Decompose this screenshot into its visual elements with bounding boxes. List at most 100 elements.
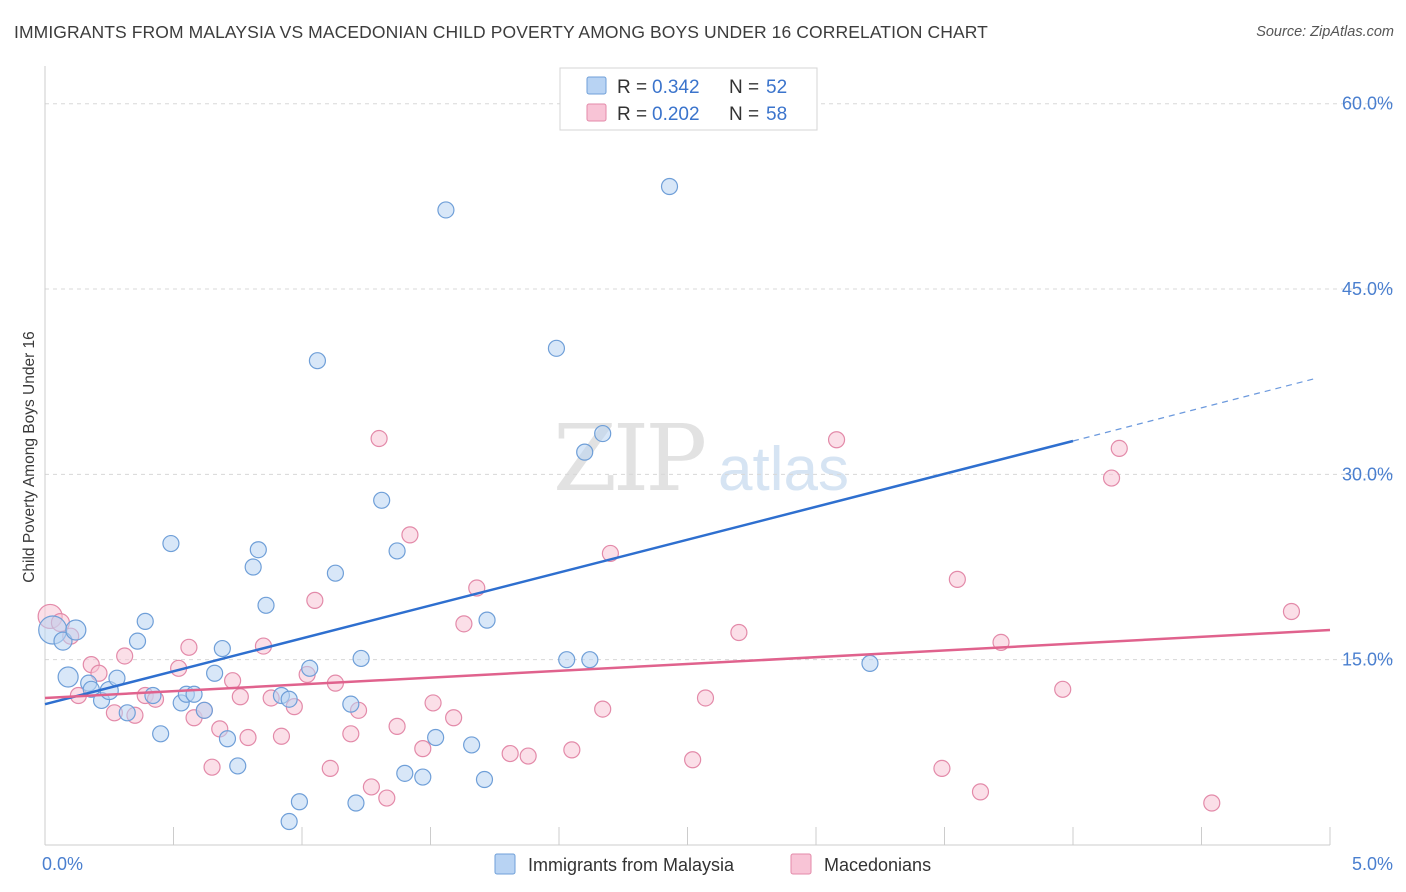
point-macedonian [239, 728, 257, 747]
point-malaysia [352, 649, 370, 668]
point-malaysia [594, 424, 612, 443]
legend-n-value-2: 58 [766, 104, 787, 125]
legend-swatch-pink [586, 103, 607, 122]
point-malaysia [195, 701, 213, 719]
point-malaysia [128, 632, 147, 650]
point-malaysia [65, 619, 87, 641]
point-macedonian [414, 740, 432, 758]
legend-r-value-1: 0.342 [652, 77, 700, 98]
point-malaysia [249, 541, 267, 559]
point-malaysia [152, 725, 170, 743]
point-macedonian [519, 747, 537, 765]
legend-r-label-1: R = [617, 77, 647, 98]
point-malaysia [206, 664, 224, 682]
source-label: Source: ZipAtlas.com [1256, 24, 1394, 40]
trend-line-pink [44, 628, 1331, 700]
point-malaysia [280, 812, 298, 831]
point-macedonian [388, 717, 406, 735]
trend-lines [44, 377, 1331, 706]
legend-n-label-2: N = [729, 104, 759, 125]
point-macedonian [563, 741, 581, 759]
point-malaysia [218, 730, 237, 748]
point-malaysia [414, 768, 432, 786]
point-malaysia [558, 651, 576, 669]
point-macedonian [203, 758, 221, 776]
trend-extension-blue [1072, 377, 1318, 442]
point-macedonian [378, 789, 396, 807]
series-immigrants-from-malaysia [38, 177, 879, 831]
point-malaysia [475, 770, 494, 789]
point-macedonian [594, 700, 612, 718]
point-malaysia [118, 704, 136, 722]
legend-n-value-1: 52 [766, 77, 787, 98]
y-axis-label: Child Poverty Among Boys Under 16 [21, 331, 38, 583]
point-macedonian [306, 591, 324, 609]
point-macedonian [1282, 602, 1301, 621]
y-tick-label: 60.0% [1342, 94, 1393, 114]
point-malaysia [478, 611, 496, 629]
point-malaysia [53, 631, 73, 651]
point-malaysia [396, 764, 414, 782]
point-macedonian [1102, 469, 1121, 487]
point-macedonian [684, 751, 702, 769]
point-malaysia [347, 794, 365, 812]
watermark-zip: ZIP [553, 405, 704, 512]
tick-labels: 15.0% 30.0% 45.0% 60.0% 0.0% 5.0% [42, 94, 1393, 874]
point-macedonian [501, 744, 519, 763]
bottom-legend-label-pink: Macedonians [824, 855, 931, 875]
point-macedonian [933, 759, 951, 778]
point-malaysia [57, 666, 79, 688]
point-macedonian [224, 672, 242, 690]
point-malaysia [280, 690, 298, 708]
point-malaysia [437, 201, 455, 219]
point-macedonian [362, 778, 380, 796]
axes [44, 66, 1331, 846]
gridlines [45, 103, 1393, 661]
point-malaysia [427, 728, 445, 747]
point-malaysia [547, 339, 566, 357]
x-tick-label: 5.0% [1352, 854, 1393, 874]
stats-legend: R = 0.342 N = 52 R = 0.202 N = 58 [559, 67, 818, 131]
legend-r-value-2: 0.202 [652, 104, 700, 125]
point-macedonian [1054, 680, 1072, 698]
point-malaysia [290, 793, 309, 811]
point-malaysia [257, 596, 275, 614]
y-tick-label: 45.0% [1342, 279, 1393, 299]
point-malaysia [660, 177, 679, 196]
point-macedonian [1110, 439, 1128, 458]
point-macedonian [180, 638, 198, 656]
bottom-legend-swatch-blue [494, 853, 516, 875]
point-macedonian [971, 783, 990, 801]
watermark-atlas: atlas [718, 435, 849, 504]
y-tick-label: 30.0% [1342, 464, 1393, 484]
point-macedonian [116, 647, 134, 665]
y-tick-label: 15.0% [1342, 650, 1393, 670]
point-malaysia [373, 491, 391, 509]
point-macedonian [321, 759, 339, 778]
point-macedonian [401, 526, 419, 544]
legend-r-label-2: R = [617, 104, 647, 125]
point-macedonian [696, 689, 715, 707]
point-malaysia [581, 651, 599, 669]
point-malaysia [136, 612, 154, 630]
point-macedonian [342, 725, 360, 743]
point-malaysia [144, 686, 162, 705]
point-macedonian [730, 623, 748, 642]
point-macedonian [827, 431, 846, 449]
legend-swatch-blue [586, 76, 607, 95]
bottom-legend-swatch-pink [790, 853, 812, 875]
point-malaysia [388, 542, 406, 560]
point-macedonian [272, 727, 291, 745]
point-malaysia [301, 659, 319, 677]
trend-line-blue [44, 439, 1074, 706]
point-macedonian [445, 709, 463, 727]
point-macedonian [948, 570, 966, 588]
point-macedonian [231, 688, 249, 706]
point-malaysia [463, 736, 481, 754]
point-malaysia [861, 654, 879, 672]
point-macedonian [90, 664, 108, 682]
point-malaysia [342, 695, 360, 713]
point-malaysia [308, 352, 327, 370]
point-malaysia [213, 639, 231, 658]
